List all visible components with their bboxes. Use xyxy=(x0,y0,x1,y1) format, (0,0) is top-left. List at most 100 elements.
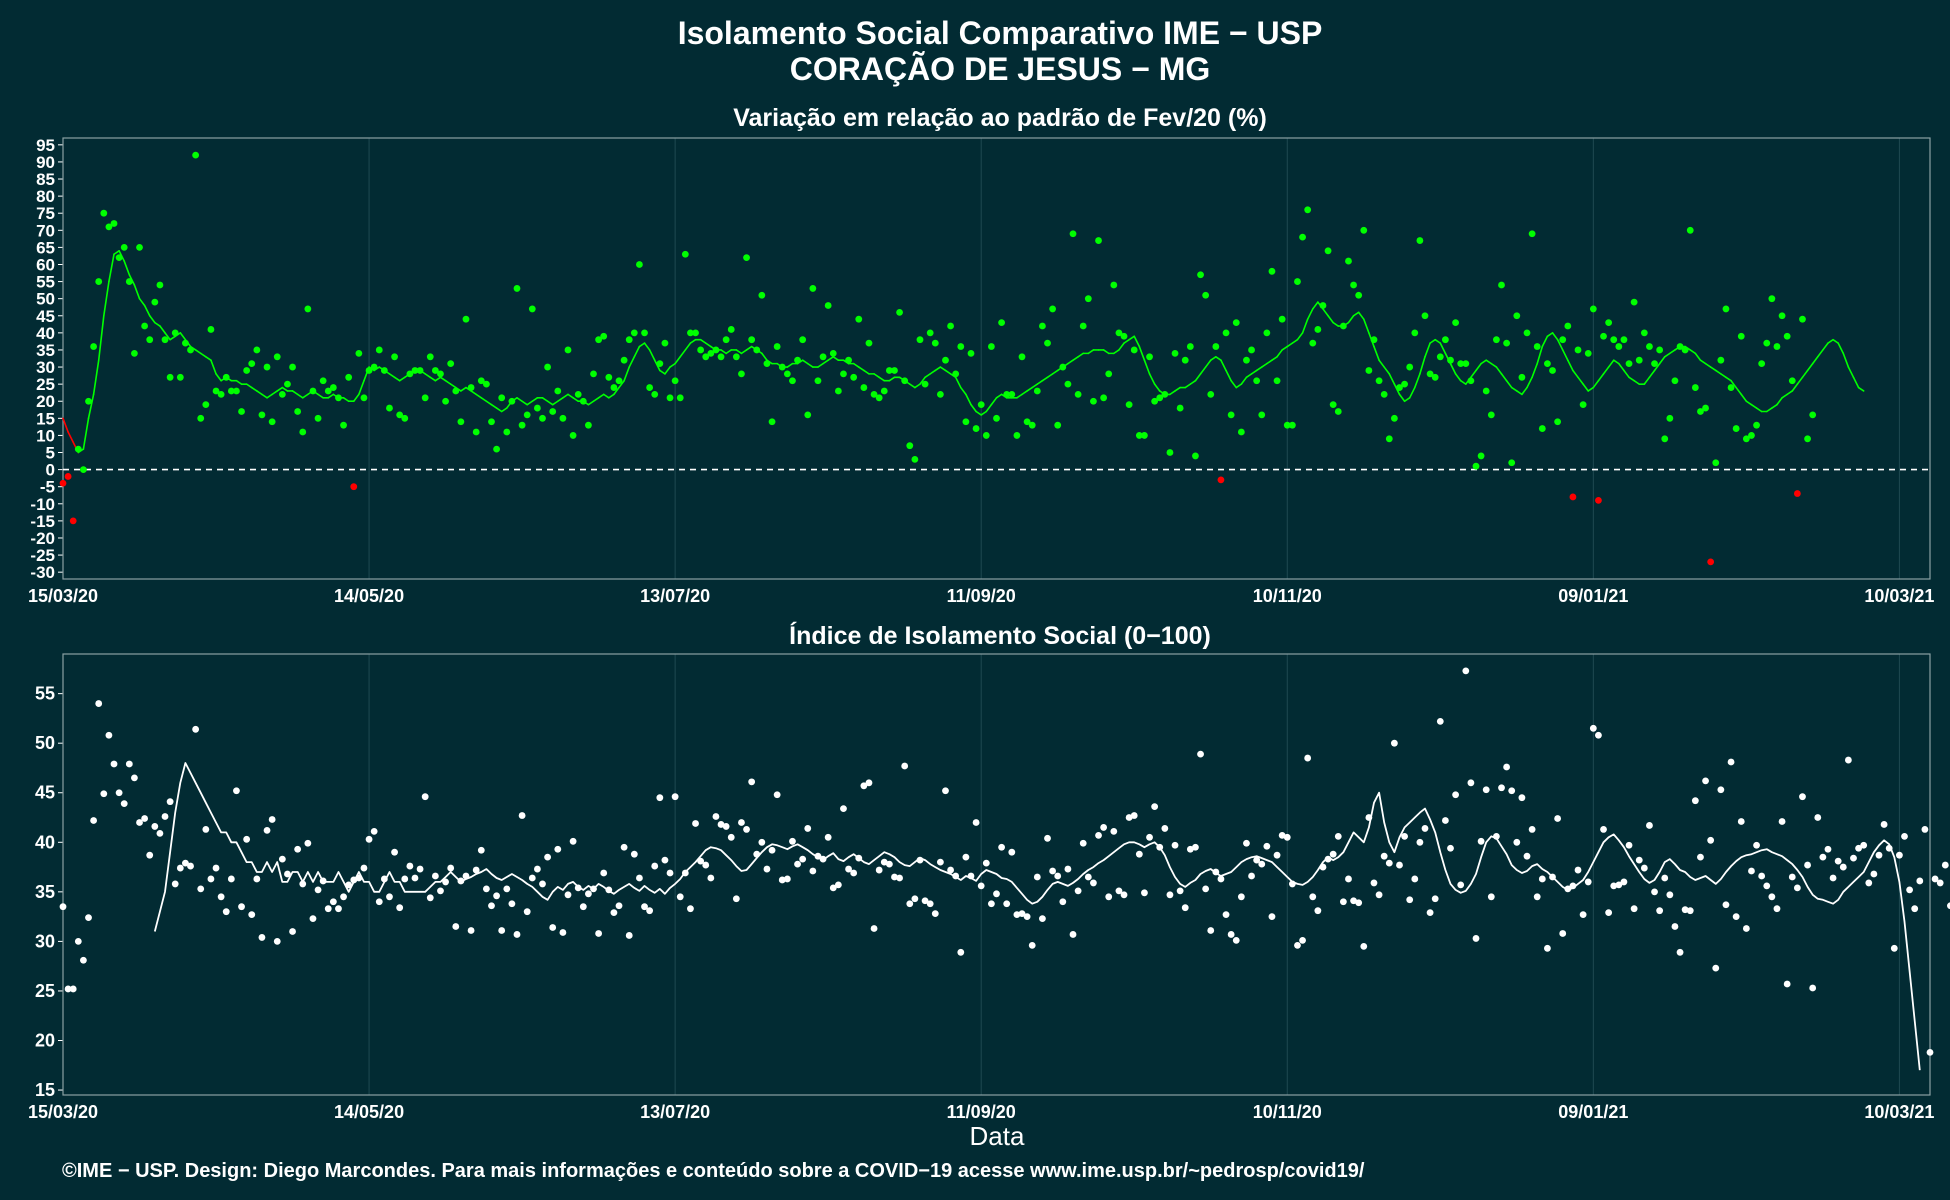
y-tick-label: 10 xyxy=(36,426,55,445)
moving-average-segment xyxy=(827,355,835,362)
data-point xyxy=(1768,893,1776,901)
moving-average-segment xyxy=(648,349,656,362)
data-point xyxy=(1926,1048,1934,1056)
data-point xyxy=(987,900,995,908)
y-tick-label: 15 xyxy=(35,1080,55,1100)
moving-average-segment xyxy=(1485,359,1493,365)
moving-average-segment xyxy=(822,359,829,365)
moving-average-segment xyxy=(1102,349,1110,355)
data-point xyxy=(1064,865,1072,873)
moving-average-segment xyxy=(444,379,452,385)
data-point xyxy=(794,356,801,364)
moving-average-segment xyxy=(1051,369,1059,375)
moving-average-segment xyxy=(1658,355,1666,365)
data-point xyxy=(1574,866,1582,874)
data-point xyxy=(595,336,603,344)
data-point xyxy=(641,329,648,337)
moving-average-segment xyxy=(1791,383,1799,392)
data-point xyxy=(1646,822,1653,829)
data-point xyxy=(1197,750,1204,758)
data-point xyxy=(743,826,750,833)
moving-average-segment xyxy=(1623,369,1630,379)
data-point xyxy=(1788,873,1796,881)
data-point xyxy=(1135,432,1143,439)
data-point xyxy=(1273,377,1281,385)
moving-average-segment xyxy=(205,355,212,362)
data-point xyxy=(1166,449,1174,456)
data-point xyxy=(676,394,684,402)
data-point xyxy=(931,339,939,347)
moving-average-segment xyxy=(1740,393,1748,403)
data-point xyxy=(753,346,761,354)
moving-average-segment xyxy=(1832,338,1839,344)
moving-average-segment xyxy=(567,393,574,399)
data-point xyxy=(630,850,638,858)
data-point xyxy=(1625,841,1633,849)
data-point xyxy=(1763,339,1771,347)
data-point xyxy=(1146,353,1153,361)
data-point xyxy=(1339,898,1347,906)
data-point xyxy=(1452,791,1459,799)
data-point xyxy=(1630,298,1638,306)
data-point xyxy=(554,387,562,395)
moving-average-segment xyxy=(1434,338,1442,344)
data-point xyxy=(457,418,465,426)
moving-average-segment xyxy=(959,386,967,396)
data-point xyxy=(1406,896,1414,904)
y-tick-label: 45 xyxy=(35,783,55,803)
data-point xyxy=(1462,667,1470,675)
x-tick-label: 09/01/21 xyxy=(1558,586,1628,606)
data-point xyxy=(146,851,154,859)
data-point xyxy=(1493,336,1500,344)
data-point xyxy=(1186,343,1194,350)
data-point xyxy=(1681,346,1689,354)
data-point xyxy=(273,353,281,361)
moving-average-segment xyxy=(557,397,564,403)
data-point xyxy=(503,885,511,893)
data-point xyxy=(503,428,511,436)
data-point xyxy=(789,377,796,385)
data-point xyxy=(1865,879,1873,887)
data-point xyxy=(819,855,827,863)
data-point xyxy=(1084,295,1092,303)
moving-average-segment xyxy=(1072,355,1079,362)
data-point xyxy=(1753,841,1760,849)
moving-average-segment xyxy=(1123,338,1130,344)
data-point xyxy=(1809,984,1817,992)
data-point xyxy=(1385,859,1393,867)
data-point xyxy=(1033,387,1041,395)
data-point xyxy=(1431,373,1439,381)
data-point xyxy=(528,305,536,313)
moving-average-segment xyxy=(1551,332,1559,341)
data-point xyxy=(238,408,245,415)
data-point xyxy=(59,479,67,487)
data-point xyxy=(1217,875,1225,883)
data-point xyxy=(651,862,659,870)
moving-average-segment xyxy=(1536,345,1544,365)
moving-average-segment xyxy=(1714,369,1722,375)
data-point xyxy=(263,363,271,371)
y-tick-label: -30 xyxy=(30,563,55,582)
data-point xyxy=(85,397,92,405)
data-point xyxy=(534,865,541,873)
data-point xyxy=(329,384,337,391)
data-point xyxy=(1712,964,1720,972)
moving-average-segment xyxy=(164,332,171,341)
data-point xyxy=(488,418,495,426)
moving-average-segment xyxy=(1781,393,1788,399)
moving-average-segment xyxy=(1572,369,1579,379)
data-point xyxy=(942,356,949,364)
data-point xyxy=(482,885,490,893)
data-point xyxy=(294,408,302,415)
data-point xyxy=(1151,803,1159,811)
y-tick-label: 5 xyxy=(46,444,55,463)
data-point xyxy=(753,850,761,858)
data-point xyxy=(834,387,842,395)
data-point xyxy=(982,859,990,867)
data-point xyxy=(1237,893,1245,901)
moving-average-segment xyxy=(1113,349,1120,355)
data-point xyxy=(860,782,868,790)
moving-average-segment xyxy=(1490,362,1498,368)
data-point xyxy=(217,390,225,398)
data-point xyxy=(574,884,582,892)
